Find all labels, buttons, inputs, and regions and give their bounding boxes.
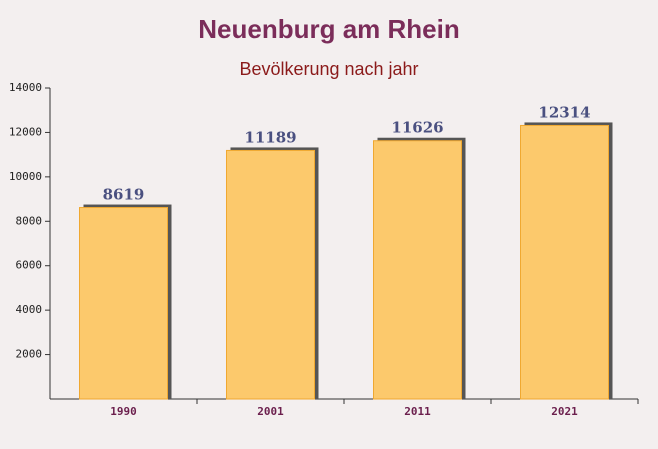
y-tick-label: 2000 [16, 348, 43, 361]
y-tick-label: 6000 [16, 259, 43, 272]
chart-title: Neuenburg am Rhein [198, 14, 459, 44]
bar [520, 124, 609, 400]
value-label: 12314 [538, 103, 590, 121]
y-tick-label: 10000 [9, 170, 42, 183]
x-tick-label: 2021 [551, 405, 578, 418]
y-tick-label: 8000 [16, 214, 43, 227]
bar [79, 207, 168, 400]
bar [226, 149, 315, 400]
value-label: 11189 [244, 128, 296, 146]
value-label: 11626 [391, 119, 443, 137]
y-tick-label: 14000 [9, 81, 42, 94]
y-tick-label: 12000 [9, 125, 42, 138]
chart-subtitle: Bevölkerung nach jahr [239, 59, 418, 79]
value-label: 8619 [103, 186, 145, 204]
x-tick-label: 2011 [404, 405, 431, 418]
x-tick-label: 2001 [257, 405, 284, 418]
y-tick-label: 4000 [16, 303, 43, 316]
x-tick-label: 1990 [110, 405, 137, 418]
bar [373, 140, 462, 400]
